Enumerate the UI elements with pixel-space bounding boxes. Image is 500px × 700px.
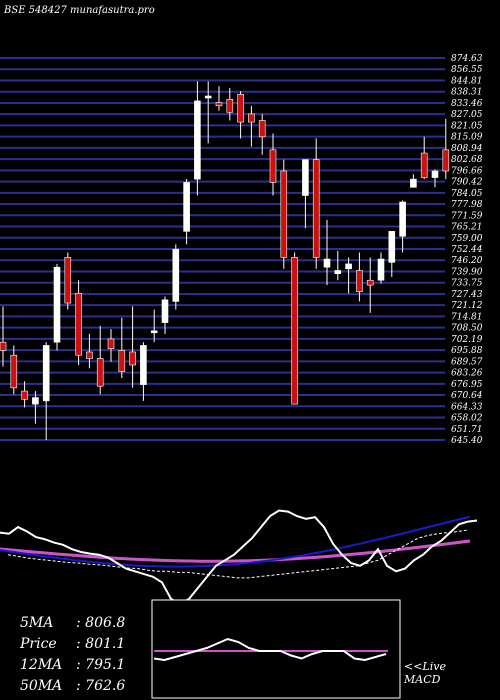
y-tick-label: 759.00 — [451, 234, 483, 244]
y-tick-label: 664.33 — [451, 402, 483, 412]
rsi-signal-line — [7, 529, 469, 579]
rsi-line — [0, 509, 478, 606]
candle-body — [194, 100, 201, 180]
y-tick-label: 708.50 — [451, 324, 483, 334]
y-tick-label: 702.19 — [451, 335, 483, 345]
stats-panel: 5MA: 806.8 Price: 801.1 12MA: 795.1 50MA… — [20, 613, 125, 697]
y-tick-label: 771.59 — [451, 211, 483, 221]
y-tick-label: 670.64 — [451, 391, 483, 401]
macd-line — [153, 637, 387, 662]
y-tick-label: 689.57 — [451, 357, 483, 367]
candle-body — [0, 341, 7, 351]
y-tick-label: 827.05 — [451, 110, 483, 120]
y-tick-label: 874.63 — [451, 54, 483, 64]
stat-50ma: 50MA: 762.6 — [20, 678, 126, 694]
candle-body — [269, 149, 277, 183]
y-tick-label: 821.05 — [451, 121, 483, 131]
y-tick-label: 733.75 — [451, 279, 483, 289]
candle-body — [161, 299, 169, 323]
candle-body — [420, 152, 428, 178]
chart-title: BSE 548427 munafasutra.pro — [4, 5, 155, 16]
candle-body — [302, 159, 309, 196]
y-tick-label: 651.71 — [451, 425, 483, 435]
candle-body — [366, 279, 374, 286]
y-tick-label: 808.94 — [451, 144, 483, 154]
y-tick-label: 739.90 — [451, 267, 483, 277]
y-tick-label: 765.21 — [451, 223, 483, 233]
y-tick-label: 752.44 — [451, 245, 483, 255]
candle-body — [172, 248, 180, 302]
candle-body — [32, 397, 39, 405]
macd-label-line2: MACD — [404, 673, 441, 686]
y-tick-label: 683.26 — [451, 369, 483, 379]
candle-body — [280, 170, 288, 258]
candle-body — [53, 266, 61, 343]
candle-body — [248, 113, 255, 123]
candle-body — [345, 263, 352, 270]
candle-body — [291, 257, 298, 405]
candle-body — [150, 330, 158, 334]
y-tick-label: 856.55 — [451, 65, 483, 75]
candle-body — [226, 98, 234, 113]
candle-body — [183, 182, 190, 232]
candle-body — [21, 390, 28, 400]
y-tick-label: 658.02 — [451, 414, 483, 424]
candle-body — [75, 292, 82, 356]
y-tick-label: 802.68 — [451, 155, 483, 165]
candle-body — [96, 358, 104, 387]
candle-body — [107, 338, 115, 350]
candle-body — [399, 201, 406, 237]
y-tick-label: 676.95 — [451, 380, 483, 390]
candle-body — [215, 102, 223, 107]
y-tick-label: 790.42 — [451, 178, 483, 188]
candle-body — [237, 94, 244, 123]
y-tick-label: 645.40 — [451, 436, 483, 446]
y-tick-label: 784.05 — [451, 189, 483, 199]
candle-body — [64, 257, 72, 304]
y-tick-label: 695.88 — [451, 346, 483, 356]
candle-body — [140, 345, 147, 385]
y-tick-label: 777.98 — [451, 200, 483, 210]
y-tick-label: 815.09 — [451, 133, 483, 143]
candle-body — [129, 351, 136, 366]
y-tick-label: 833.46 — [451, 99, 483, 109]
y-tick-label: 844.81 — [451, 76, 483, 86]
candle-body — [312, 159, 320, 258]
candle-body — [388, 231, 396, 263]
y-tick-label: 721.12 — [451, 301, 483, 311]
stat-5ma: 5MA: 806.8 — [20, 615, 126, 631]
candle-body — [86, 351, 93, 359]
candle-body — [204, 95, 212, 99]
macd-label: <<Live MACD — [404, 660, 446, 686]
candle-body — [410, 178, 417, 188]
candle-body — [431, 170, 439, 178]
candle-body — [42, 345, 50, 402]
y-tick-label: 838.31 — [451, 88, 483, 98]
candle-body — [356, 270, 363, 292]
y-tick-label: 746.20 — [451, 256, 483, 266]
candle-body — [377, 258, 385, 281]
y-tick-label: 727.43 — [451, 290, 483, 300]
y-tick-label: 796.66 — [451, 166, 483, 176]
macd-label-line1: <<Live — [404, 660, 446, 673]
candle-body — [118, 350, 126, 372]
candle-body — [323, 258, 331, 268]
candle-body — [258, 120, 266, 138]
stat-12ma: 12MA: 795.1 — [20, 657, 126, 673]
candle-body — [442, 149, 450, 172]
y-tick-label: 714.81 — [451, 312, 483, 322]
ma-blue-line — [0, 515, 471, 568]
candle-body — [10, 354, 18, 389]
ma-pink-line — [0, 539, 471, 563]
candle-body — [334, 270, 342, 275]
macd-box — [151, 599, 401, 699]
stat-price: Price: 801.1 — [20, 636, 126, 652]
